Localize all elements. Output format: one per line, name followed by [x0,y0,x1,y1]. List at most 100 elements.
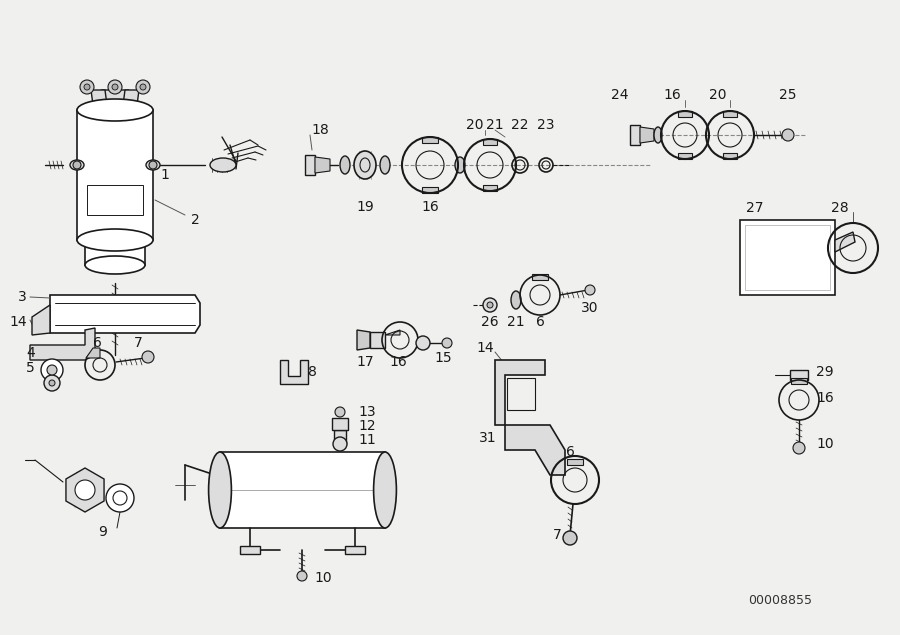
Polygon shape [357,330,370,350]
Text: 16: 16 [816,391,833,405]
Text: 12: 12 [358,419,375,433]
Ellipse shape [209,452,231,528]
Text: 6: 6 [93,336,102,350]
Circle shape [149,161,157,169]
Text: 10: 10 [816,437,833,451]
Text: 26: 26 [482,315,499,329]
Ellipse shape [654,127,662,143]
Text: 6: 6 [565,445,574,459]
Text: 9: 9 [99,525,107,539]
Bar [87,185,143,215]
Text: 2: 2 [191,213,200,227]
Bar [220,452,385,528]
Polygon shape [123,90,139,105]
Polygon shape [835,232,855,252]
Circle shape [75,480,95,500]
Polygon shape [678,153,692,159]
Polygon shape [532,274,548,280]
Text: 23: 23 [537,118,554,132]
Text: 29: 29 [816,365,833,379]
Text: 8: 8 [308,365,317,379]
Polygon shape [66,468,104,512]
Bar [77,110,153,240]
Circle shape [333,437,347,451]
Circle shape [140,84,146,90]
Polygon shape [790,370,808,380]
Text: 15: 15 [434,351,452,365]
Circle shape [337,441,343,447]
Polygon shape [280,360,308,384]
Polygon shape [32,305,50,335]
Circle shape [84,84,90,90]
Text: 21: 21 [508,315,525,329]
Text: 28: 28 [832,201,849,215]
Text: 14: 14 [9,315,27,329]
Text: 6: 6 [536,315,544,329]
Polygon shape [640,127,654,143]
Circle shape [106,484,134,512]
Polygon shape [305,155,315,175]
Polygon shape [422,137,438,143]
Text: 20: 20 [709,88,727,102]
Circle shape [487,302,493,308]
Polygon shape [483,139,497,145]
Circle shape [112,84,118,90]
Text: 3: 3 [18,290,27,304]
Polygon shape [422,187,438,193]
Text: 27: 27 [746,201,764,215]
Polygon shape [385,330,400,335]
Ellipse shape [380,156,390,174]
Bar [240,546,260,554]
Circle shape [442,338,452,348]
Circle shape [420,340,426,346]
Ellipse shape [70,160,84,170]
Polygon shape [567,459,583,465]
Ellipse shape [455,157,465,173]
Polygon shape [101,90,129,100]
Text: 25: 25 [779,88,796,102]
Text: 20: 20 [466,118,484,132]
Text: 7: 7 [133,336,142,350]
Text: 22: 22 [511,118,529,132]
Circle shape [142,351,154,363]
Circle shape [41,359,63,381]
Text: 7: 7 [553,528,562,542]
Circle shape [297,571,307,581]
Polygon shape [30,328,95,360]
Circle shape [73,161,81,169]
Circle shape [782,129,794,141]
Text: 1: 1 [160,168,169,182]
Bar [507,378,535,410]
Text: 17: 17 [356,355,374,369]
Ellipse shape [511,291,521,309]
Circle shape [585,285,595,295]
Text: 16: 16 [421,200,439,214]
Ellipse shape [85,256,145,274]
Polygon shape [91,90,107,105]
Polygon shape [723,111,737,117]
Bar [334,430,346,444]
Ellipse shape [354,151,376,179]
Ellipse shape [374,452,396,528]
Polygon shape [791,378,807,384]
Circle shape [136,80,150,94]
Polygon shape [723,153,737,159]
Text: 4: 4 [26,346,35,360]
Polygon shape [50,295,200,333]
Polygon shape [495,360,545,425]
Polygon shape [483,185,497,191]
Circle shape [793,442,805,454]
Ellipse shape [77,229,153,251]
Circle shape [49,380,55,386]
Polygon shape [678,111,692,117]
Polygon shape [505,425,565,475]
Text: 18: 18 [311,123,328,137]
Text: 19: 19 [356,200,374,214]
Text: 5: 5 [26,361,35,375]
Circle shape [44,375,60,391]
Circle shape [483,298,497,312]
Polygon shape [740,220,835,295]
Ellipse shape [146,160,160,170]
Circle shape [47,365,57,375]
Circle shape [563,531,577,545]
